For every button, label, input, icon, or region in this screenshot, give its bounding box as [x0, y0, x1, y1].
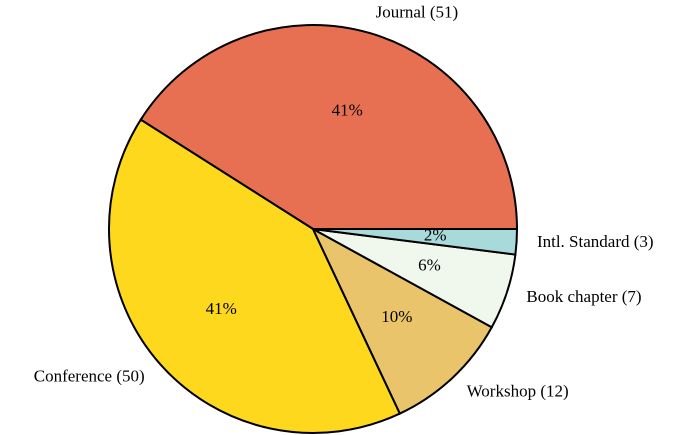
category-label: Journal (51)	[376, 2, 459, 21]
category-label: Intl. Standard (3)	[537, 232, 654, 251]
value-label: 10%	[381, 307, 412, 326]
category-label: Book chapter (7)	[526, 287, 641, 306]
pie-slice	[108, 118, 402, 434]
category-label: Workshop (12)	[467, 381, 569, 400]
pie-slice	[310, 226, 494, 415]
category-label: Conference (50)	[34, 366, 145, 385]
value-label: 41%	[332, 100, 363, 119]
value-label: 6%	[418, 256, 441, 275]
pie-slice	[312, 228, 519, 256]
value-label: 41%	[206, 299, 237, 318]
pie-slice	[139, 24, 519, 230]
value-label: 2%	[424, 226, 447, 245]
